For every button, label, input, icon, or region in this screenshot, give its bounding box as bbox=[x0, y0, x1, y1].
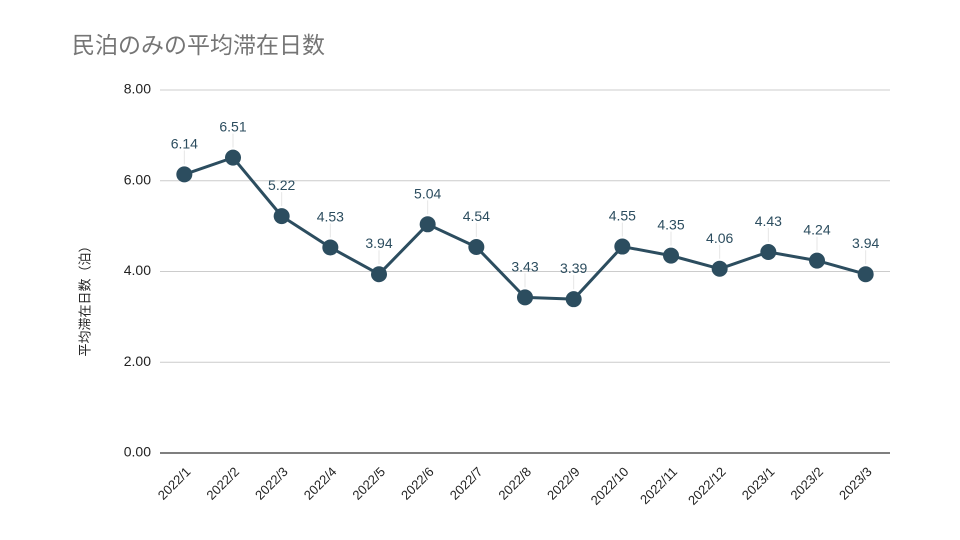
data-label: 4.24 bbox=[803, 222, 830, 238]
data-point bbox=[225, 149, 241, 166]
y-tick-label: 6.00 bbox=[124, 171, 151, 187]
y-axis-label: 平均滞在日数（泊） bbox=[79, 239, 94, 356]
x-tick-label: 2022/1 bbox=[155, 464, 194, 503]
x-tick-label: 2022/4 bbox=[301, 464, 340, 503]
x-tick-label: 2022/7 bbox=[447, 464, 486, 503]
x-tick-label: 2022/12 bbox=[685, 464, 729, 508]
x-tick-label: 2022/2 bbox=[203, 464, 242, 503]
data-label: 5.22 bbox=[268, 177, 295, 193]
y-tick-label: 0.00 bbox=[124, 444, 151, 460]
data-label: 3.39 bbox=[560, 260, 587, 276]
label-leaders bbox=[183, 133, 867, 290]
data-label: 3.43 bbox=[511, 258, 538, 274]
data-point bbox=[273, 208, 290, 225]
y-tick-label: 8.00 bbox=[124, 81, 151, 97]
data-label: 4.43 bbox=[755, 213, 782, 229]
x-tick-label: 2022/9 bbox=[544, 464, 583, 503]
data-point bbox=[663, 247, 679, 264]
y-axis-ticks: 0.00 2.00 4.00 6.00 8.00 bbox=[124, 81, 151, 460]
data-point bbox=[468, 238, 485, 255]
data-point bbox=[517, 289, 533, 306]
data-point bbox=[760, 243, 777, 260]
data-points bbox=[176, 149, 874, 308]
x-tick-label: 2022/6 bbox=[398, 464, 437, 503]
data-label: 4.54 bbox=[463, 208, 490, 224]
data-labels: 6.14 6.51 5.22 4.53 3.94 5.04 4.54 3.43 3.39 4.55… bbox=[171, 119, 880, 277]
data-point bbox=[565, 291, 582, 308]
data-point bbox=[176, 166, 193, 183]
data-point bbox=[614, 238, 631, 255]
x-tick-label: 2022/8 bbox=[495, 464, 534, 503]
x-tick-label: 2022/3 bbox=[252, 464, 291, 503]
data-label: 4.53 bbox=[317, 208, 344, 224]
data-label: 6.14 bbox=[171, 135, 198, 151]
data-label: 4.55 bbox=[609, 208, 636, 224]
data-label: 3.94 bbox=[365, 235, 392, 251]
data-label: 4.35 bbox=[657, 217, 684, 233]
data-label: 6.51 bbox=[219, 119, 246, 135]
data-point bbox=[711, 260, 728, 277]
x-tick-label: 2023/3 bbox=[836, 464, 875, 503]
x-axis-ticks: 2022/1 2022/2 2022/3 2022/4 2022/5 2022/6 2022… bbox=[155, 464, 875, 508]
data-point bbox=[857, 266, 874, 283]
x-tick-label: 2022/11 bbox=[637, 464, 680, 507]
y-tick-label: 2.00 bbox=[124, 353, 151, 369]
chart-title: 民泊のみの平均滞在日数 bbox=[72, 33, 325, 59]
data-point bbox=[371, 266, 387, 283]
data-label: 4.06 bbox=[706, 230, 733, 246]
x-tick-label: 2023/2 bbox=[787, 464, 826, 503]
data-point bbox=[322, 239, 339, 256]
x-tick-label: 2022/5 bbox=[349, 464, 388, 503]
y-tick-label: 4.00 bbox=[124, 262, 151, 278]
data-point bbox=[809, 252, 825, 269]
x-tick-label: 2023/1 bbox=[739, 464, 778, 503]
data-label: 3.94 bbox=[852, 235, 879, 251]
gridlines bbox=[160, 89, 890, 454]
x-tick-label: 2022/10 bbox=[588, 464, 632, 508]
data-point bbox=[419, 216, 436, 233]
data-label: 5.04 bbox=[414, 185, 441, 201]
